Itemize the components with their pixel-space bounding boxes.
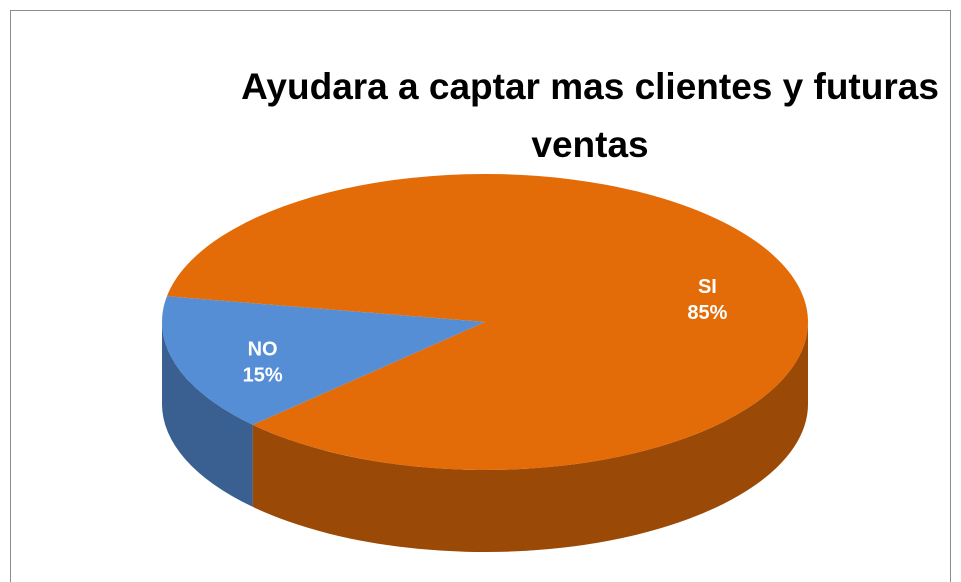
side-shade <box>252 322 808 552</box>
slice-side <box>162 322 253 507</box>
slice-value-label: 85% <box>687 302 727 324</box>
slice-category-label: SI <box>698 276 717 298</box>
chart-border <box>10 10 951 582</box>
chart-title: Ayudara a captar mas clientes y futuras … <box>241 66 939 165</box>
slice <box>161 296 485 425</box>
slice-side <box>252 322 808 552</box>
slice <box>166 174 808 470</box>
side-shade <box>162 322 253 507</box>
slice-category-label: NO <box>248 338 278 360</box>
slice-value-label: 15% <box>243 364 283 386</box>
